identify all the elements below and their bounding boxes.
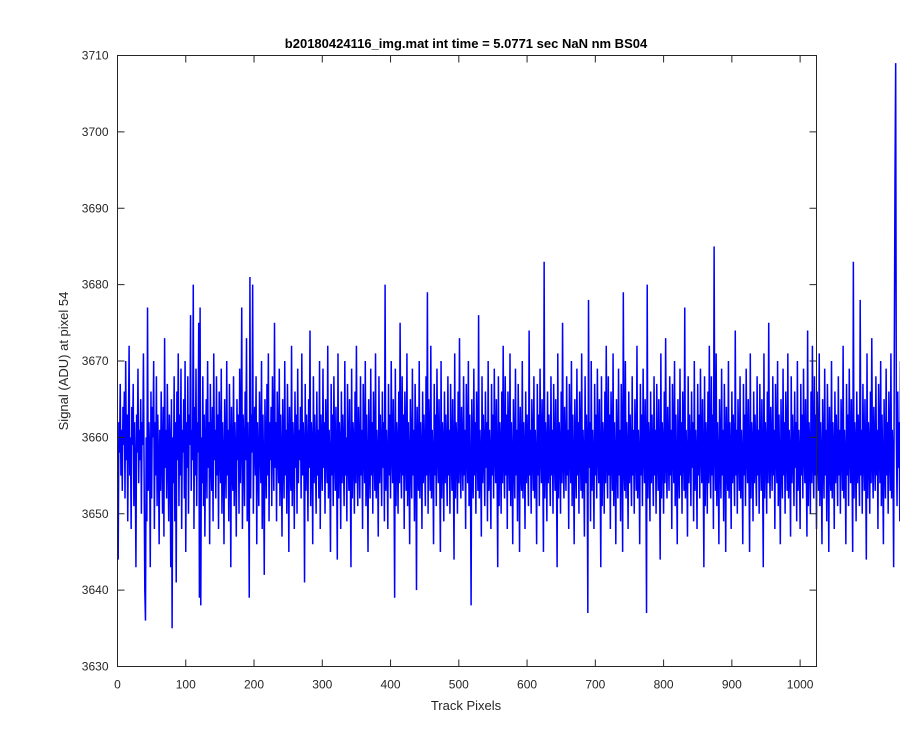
- y-tick-label: 3630: [82, 660, 109, 674]
- y-axis-label: Signal (ADU) at pixel 54: [56, 292, 71, 431]
- x-tick-label: 200: [244, 678, 264, 692]
- chart-title: b20180424116_img.mat int time = 5.0771 s…: [285, 36, 648, 51]
- x-tick-label: 100: [176, 678, 196, 692]
- series-layer: [117, 63, 900, 629]
- x-tick-label: 300: [312, 678, 332, 692]
- series-line-0: [117, 63, 900, 629]
- y-tick-label: 3640: [82, 583, 109, 597]
- x-tick-label: 600: [517, 678, 537, 692]
- x-tick-label: 400: [381, 678, 401, 692]
- plot-area: [117, 55, 817, 667]
- x-tick-label: 700: [585, 678, 605, 692]
- y-tick-label: 3650: [82, 507, 109, 521]
- x-tick-label: 900: [722, 678, 742, 692]
- y-tick-label: 3660: [82, 430, 109, 444]
- y-tick-label: 3680: [82, 278, 109, 292]
- y-tick-label: 3670: [82, 354, 109, 368]
- x-tick-label: 500: [449, 678, 469, 692]
- x-tick-label: 800: [654, 678, 674, 692]
- y-tick-label: 3710: [82, 49, 109, 63]
- ticks-layer: 0 100 200 300 400 500 600 700 800 900 1000 3630 3640…: [82, 49, 817, 692]
- x-tick-label: 1000: [787, 678, 814, 692]
- x-axis-label: Track Pixels: [431, 698, 502, 713]
- x-tick-label: 0: [114, 678, 121, 692]
- y-tick-label: 3690: [82, 201, 109, 215]
- y-tick-label: 3700: [82, 125, 109, 139]
